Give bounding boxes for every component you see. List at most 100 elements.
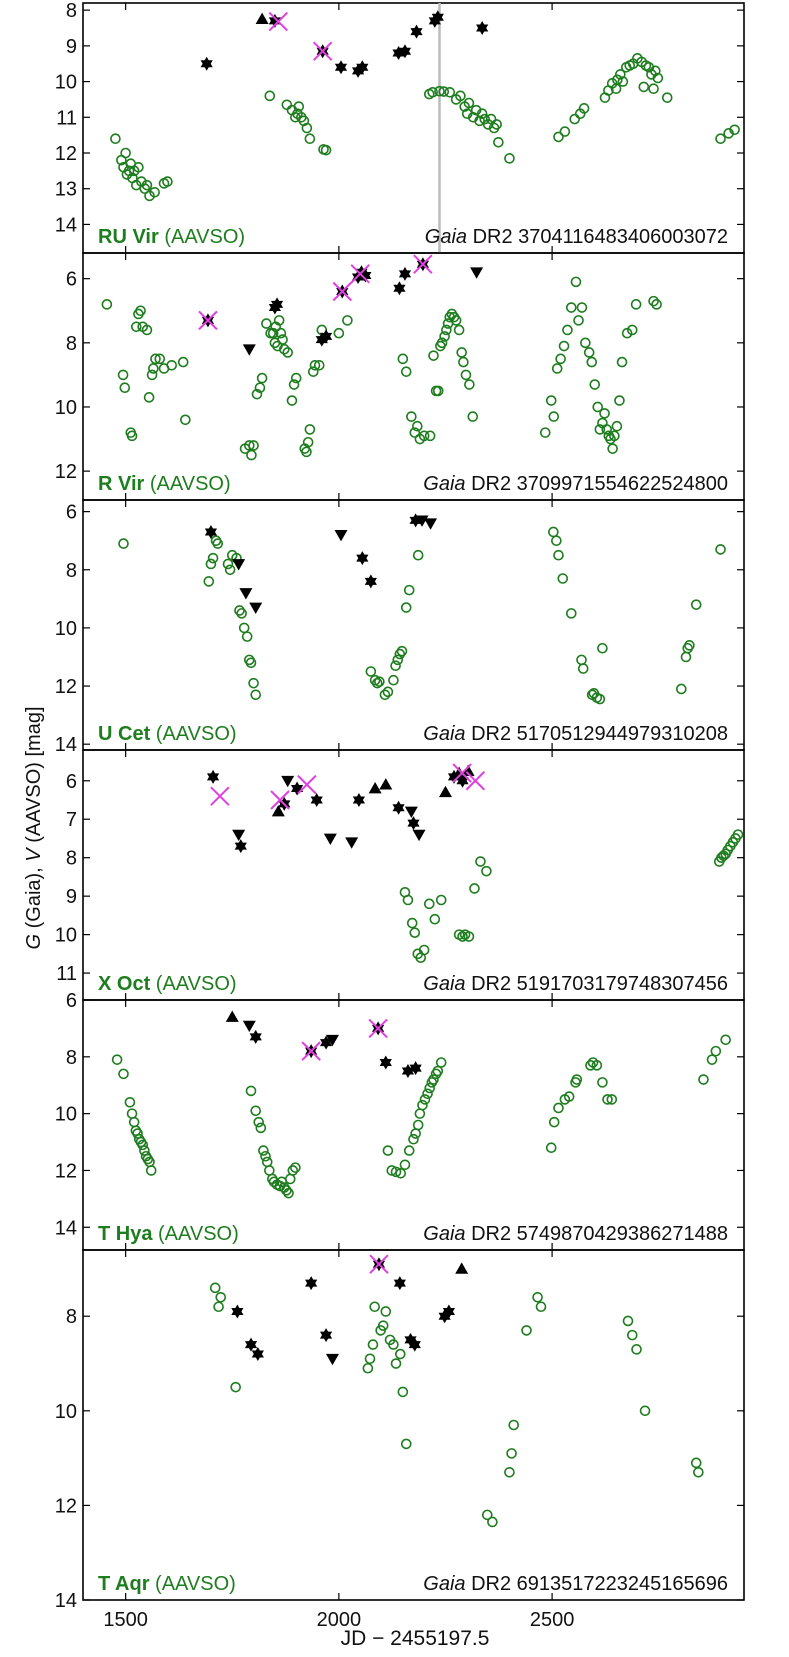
aavso-point: [390, 1358, 402, 1369]
star-label: U Cet (AAVSO): [98, 723, 237, 745]
aavso-point: [467, 411, 479, 422]
aavso-point: [435, 894, 447, 906]
plot-area: [111, 1010, 731, 1199]
aavso-point: [479, 113, 491, 125]
flagged-cross: [452, 763, 472, 783]
aavso-point: [362, 1362, 374, 1374]
gaia-point-star: [290, 781, 304, 796]
aavso-point: [397, 1386, 409, 1398]
aavso-point: [545, 395, 557, 406]
aavso-point: [412, 549, 424, 561]
aavso-point: [390, 660, 401, 671]
aavso-point: [224, 564, 236, 576]
flagged-cross: [198, 310, 218, 331]
aavso-point: [414, 1108, 426, 1119]
aavso-point: [261, 318, 272, 329]
y-axis-label: G (Gaia), V (AAVSO) [mag]: [23, 706, 45, 949]
gaia-point-down: [404, 806, 418, 819]
aavso-point: [131, 321, 142, 333]
aavso-point: [293, 101, 305, 112]
aavso-point: [652, 72, 664, 84]
gaia-id-label: Gaia DR2 5191703179748307456: [423, 973, 728, 995]
gaia-point-star: [231, 1304, 244, 1319]
aavso-point: [611, 420, 623, 432]
plot-area: [206, 763, 744, 963]
aavso-point: [302, 436, 314, 448]
aavso-point: [141, 324, 153, 336]
aavso-point: [254, 382, 266, 394]
aavso-point: [118, 1068, 129, 1080]
star-label: R Vir (AAVSO): [98, 473, 231, 495]
aavso-point: [230, 1381, 241, 1393]
aavso-point: [570, 276, 582, 288]
aavso-point: [128, 1116, 140, 1128]
aavso-point: [586, 356, 598, 368]
aavso-point: [573, 315, 584, 326]
aavso-point: [395, 1167, 407, 1179]
aavso-point: [258, 1145, 269, 1156]
flagged-cross: [268, 11, 289, 32]
aavso-point: [396, 645, 408, 657]
aavso-point: [110, 133, 121, 145]
aavso-point: [412, 420, 423, 432]
aavso-point: [617, 76, 629, 87]
gaia-point-down: [242, 1020, 256, 1033]
aavso-point: [715, 133, 726, 145]
aavso-point: [245, 657, 257, 669]
aavso-point: [599, 408, 610, 419]
gaia-point-star: [305, 1276, 318, 1291]
y-tick-label: 10: [55, 1401, 77, 1423]
flagged-cross: [210, 786, 230, 806]
aavso-point: [648, 83, 659, 95]
aavso-point: [119, 382, 131, 394]
aavso-point: [126, 430, 138, 442]
y-tick-label: 10: [55, 72, 77, 94]
aavso-point: [597, 1077, 608, 1088]
y-tick-label: 14: [55, 1217, 77, 1239]
aavso-point: [290, 372, 302, 384]
y-tick-label: 12: [55, 1160, 77, 1182]
aavso-point: [309, 359, 321, 371]
x-tick-label: 2000: [317, 1609, 362, 1631]
aavso-point: [419, 1094, 431, 1105]
gaia-point-star: [372, 1021, 385, 1036]
aavso-point: [638, 81, 650, 93]
gaia-point-star: [398, 266, 412, 281]
aavso-point: [476, 108, 488, 120]
panel-x-oct: 6 7 8 9 10 11 X Oct (AAVSO) Gaia DR2 5191703179…: [55, 749, 745, 1001]
aavso-point: [594, 424, 606, 435]
aavso-point: [680, 651, 692, 663]
aavso-point: [594, 693, 606, 705]
aavso-point: [287, 1165, 299, 1176]
aavso-point: [250, 1105, 262, 1117]
aavso-point: [403, 584, 415, 596]
aavso-point: [124, 1096, 136, 1108]
aavso-point: [532, 1291, 543, 1303]
aavso-point: [143, 392, 155, 403]
aavso-point: [631, 1344, 642, 1355]
aavso-point: [690, 1457, 702, 1469]
gaia-point-star: [398, 44, 412, 59]
flagged-cross: [369, 1254, 389, 1274]
y-tick-label: 9: [66, 36, 77, 58]
aavso-point: [565, 608, 577, 619]
gaia-point-up: [379, 778, 393, 790]
aavso-point: [458, 356, 469, 368]
aavso-point: [441, 324, 452, 336]
aavso-point: [400, 602, 412, 613]
aavso-point: [250, 689, 262, 701]
y-tick-label: 14: [55, 734, 77, 756]
aavso-point: [238, 622, 250, 634]
y-tick-label: 6: [66, 269, 77, 291]
aavso-point: [377, 1320, 389, 1331]
aavso-point: [301, 122, 313, 134]
aavso-point: [307, 366, 319, 377]
aavso-point: [622, 1315, 634, 1327]
star-label: RU Vir (AAVSO): [98, 226, 245, 248]
aavso-point: [333, 327, 345, 339]
gaia-point-star: [416, 257, 429, 272]
aavso-point: [558, 340, 570, 352]
aavso-point: [551, 363, 563, 374]
y-tick-label: 6: [66, 771, 77, 793]
aavso-point: [592, 401, 604, 413]
